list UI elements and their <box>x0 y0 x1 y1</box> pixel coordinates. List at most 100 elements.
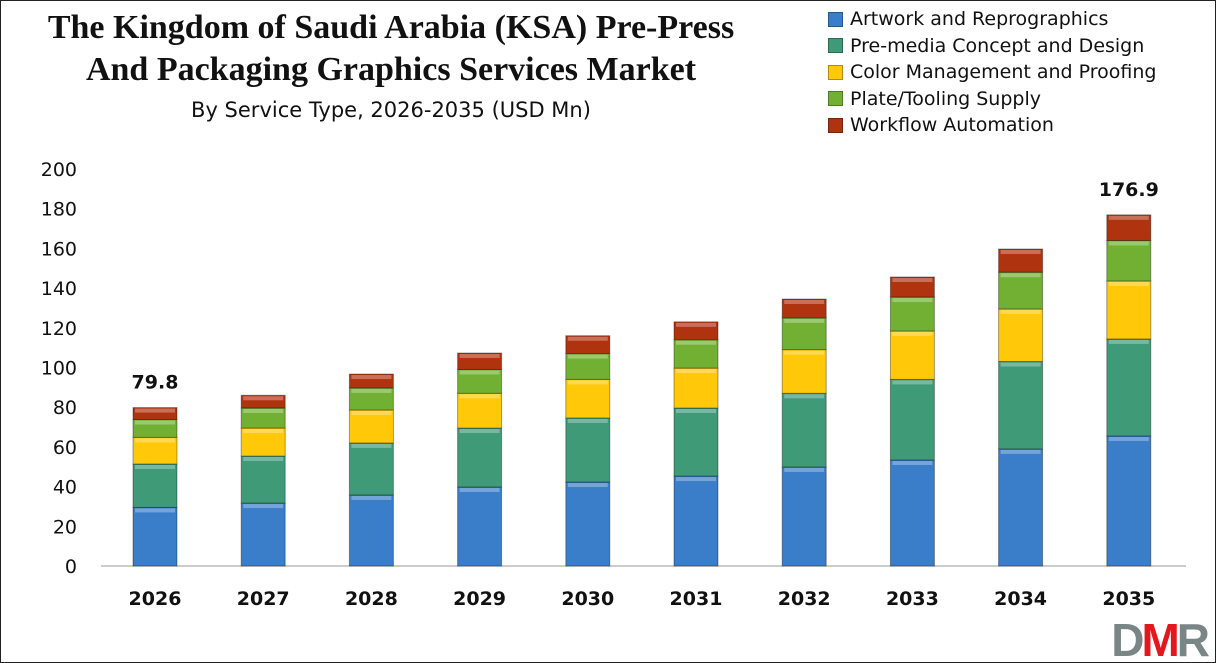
bar-segment-highlight <box>1000 362 1041 367</box>
bar-segment-workflow-automation-2034 <box>998 248 1044 273</box>
bar-segment-plate-tooling-supply-2035 <box>1106 239 1152 282</box>
bar-segment-plate-tooling-supply-2033 <box>889 296 935 332</box>
bar-segment-highlight <box>351 443 392 448</box>
bar-segment-highlight <box>1000 249 1041 254</box>
bar-segment-highlight <box>1108 241 1149 246</box>
y-tick-label: 200 <box>41 159 77 181</box>
x-tick-label: 2026 <box>129 588 182 610</box>
bar-segment-pre-media-concept-and-design-2031 <box>673 407 719 477</box>
total-data-label: 79.8 <box>132 372 179 394</box>
bar-segment-workflow-automation-2032 <box>781 298 827 319</box>
bar-segment-highlight <box>459 487 500 492</box>
bar-segment-workflow-automation-2028 <box>348 373 394 389</box>
x-tick-label: 2035 <box>1102 588 1155 610</box>
bar-segment-highlight <box>567 483 608 488</box>
bar-segment-pre-media-concept-and-design-2032 <box>781 392 827 468</box>
bar-segment-pre-media-concept-and-design-2026 <box>132 463 178 508</box>
bar-segment-highlight <box>892 298 933 303</box>
logo-letter-r: R <box>1176 614 1210 663</box>
bar-segment-highlight <box>351 375 392 380</box>
bar-segment-artwork-and-reprographics-2029 <box>457 486 503 567</box>
bar-segment-highlight <box>1108 436 1149 441</box>
bar-segment-highlight <box>892 277 933 282</box>
bar-segment-highlight <box>676 408 716 413</box>
bar-segment-highlight <box>459 370 500 375</box>
y-tick-label: 140 <box>41 278 77 300</box>
x-tick-label: 2031 <box>670 588 723 610</box>
y-tick-label: 120 <box>41 318 77 340</box>
bar-segment-artwork-and-reprographics-2030 <box>565 481 611 567</box>
legend-swatch <box>828 64 843 80</box>
legend-label: Workflow Automation <box>850 114 1054 137</box>
bar-segment-highlight <box>892 461 933 466</box>
bar-segment-highlight <box>784 318 825 323</box>
legend-label: Pre-media Concept and Design <box>850 34 1145 57</box>
logo-letter-d: D <box>1111 614 1144 663</box>
bar-segment-color-management-and-proofing-2031 <box>673 367 719 409</box>
legend-item: Plate/Tooling Supply <box>828 86 1156 113</box>
bar-segment-highlight <box>243 429 284 434</box>
y-tick-label: 100 <box>41 358 77 380</box>
bar-segment-highlight <box>351 410 392 415</box>
bar-segment-highlight <box>135 420 175 425</box>
bar-segment-color-management-and-proofing-2032 <box>781 349 827 394</box>
x-tick-label: 2034 <box>994 588 1047 610</box>
bar-segment-highlight <box>567 336 608 341</box>
x-tick-label: 2029 <box>453 588 506 610</box>
y-tick-label: 0 <box>65 556 77 578</box>
bar-segment-highlight <box>1000 309 1041 314</box>
y-tick-label: 40 <box>53 477 77 499</box>
bar-segment-highlight <box>567 418 608 423</box>
legend-swatch <box>828 117 843 133</box>
bar-segment-highlight <box>1000 273 1041 278</box>
bar-segment-highlight <box>135 408 175 413</box>
bar-segment-workflow-automation-2029 <box>457 352 503 370</box>
bar-segment-highlight <box>243 457 284 462</box>
bar-segment-pre-media-concept-and-design-2033 <box>889 378 935 461</box>
bar-segment-highlight <box>243 408 284 413</box>
bar-segment-color-management-and-proofing-2028 <box>348 409 394 444</box>
legend-swatch <box>828 38 843 54</box>
bar-segment-highlight <box>784 350 825 355</box>
bar-segment-artwork-and-reprographics-2027 <box>240 502 286 567</box>
legend-label: Plate/Tooling Supply <box>850 87 1041 110</box>
bar-segment-color-management-and-proofing-2034 <box>998 308 1044 363</box>
bar-segment-highlight <box>459 429 500 434</box>
legend-swatch <box>828 11 843 27</box>
bar-segment-plate-tooling-supply-2031 <box>673 339 719 369</box>
bar-segment-highlight <box>676 369 716 374</box>
legend-item: Color Management and Proofing <box>828 59 1156 86</box>
bar-segment-highlight <box>1108 281 1149 286</box>
bar-segment-color-management-and-proofing-2035 <box>1106 280 1152 340</box>
bar-segment-artwork-and-reprographics-2034 <box>998 448 1044 567</box>
bar-segment-pre-media-concept-and-design-2030 <box>565 417 611 483</box>
chart-title-line-1: The Kingdom of Saudi Arabia (KSA) Pre-Pr… <box>47 9 735 46</box>
bar-segment-workflow-automation-2026 <box>132 407 178 421</box>
bar-segment-artwork-and-reprographics-2033 <box>889 459 935 567</box>
legend-item: Workflow Automation <box>828 112 1156 139</box>
bar-segment-pre-media-concept-and-design-2027 <box>240 455 286 504</box>
bar-segment-highlight <box>1108 215 1149 220</box>
bar-segment-highlight <box>567 380 608 385</box>
bar-segment-highlight <box>135 508 175 513</box>
bar-segment-color-management-and-proofing-2027 <box>240 427 286 457</box>
bar-segment-plate-tooling-supply-2034 <box>998 271 1044 310</box>
bar-segment-highlight <box>459 394 500 399</box>
bar-segment-highlight <box>784 300 825 305</box>
bar-segment-highlight <box>1108 339 1149 344</box>
bar-segment-highlight <box>676 340 716 345</box>
bar-segment-artwork-and-reprographics-2032 <box>781 466 827 567</box>
legend-label: Color Management and Proofing <box>850 61 1157 84</box>
y-tick-label: 160 <box>41 238 77 260</box>
bar-segment-pre-media-concept-and-design-2035 <box>1106 338 1152 437</box>
chart-title-line-2: And Packaging Graphics Services Market <box>85 51 697 88</box>
x-tick-label: 2032 <box>778 588 831 610</box>
bar-segment-highlight <box>784 394 825 399</box>
y-tick-label: 80 <box>53 397 77 419</box>
bar-segment-pre-media-concept-and-design-2029 <box>457 427 503 488</box>
y-tick-label: 60 <box>53 437 77 459</box>
dmr-logo: DMR <box>1111 617 1210 662</box>
bar-segment-artwork-and-reprographics-2028 <box>348 494 394 567</box>
bar-segment-highlight <box>459 354 500 359</box>
